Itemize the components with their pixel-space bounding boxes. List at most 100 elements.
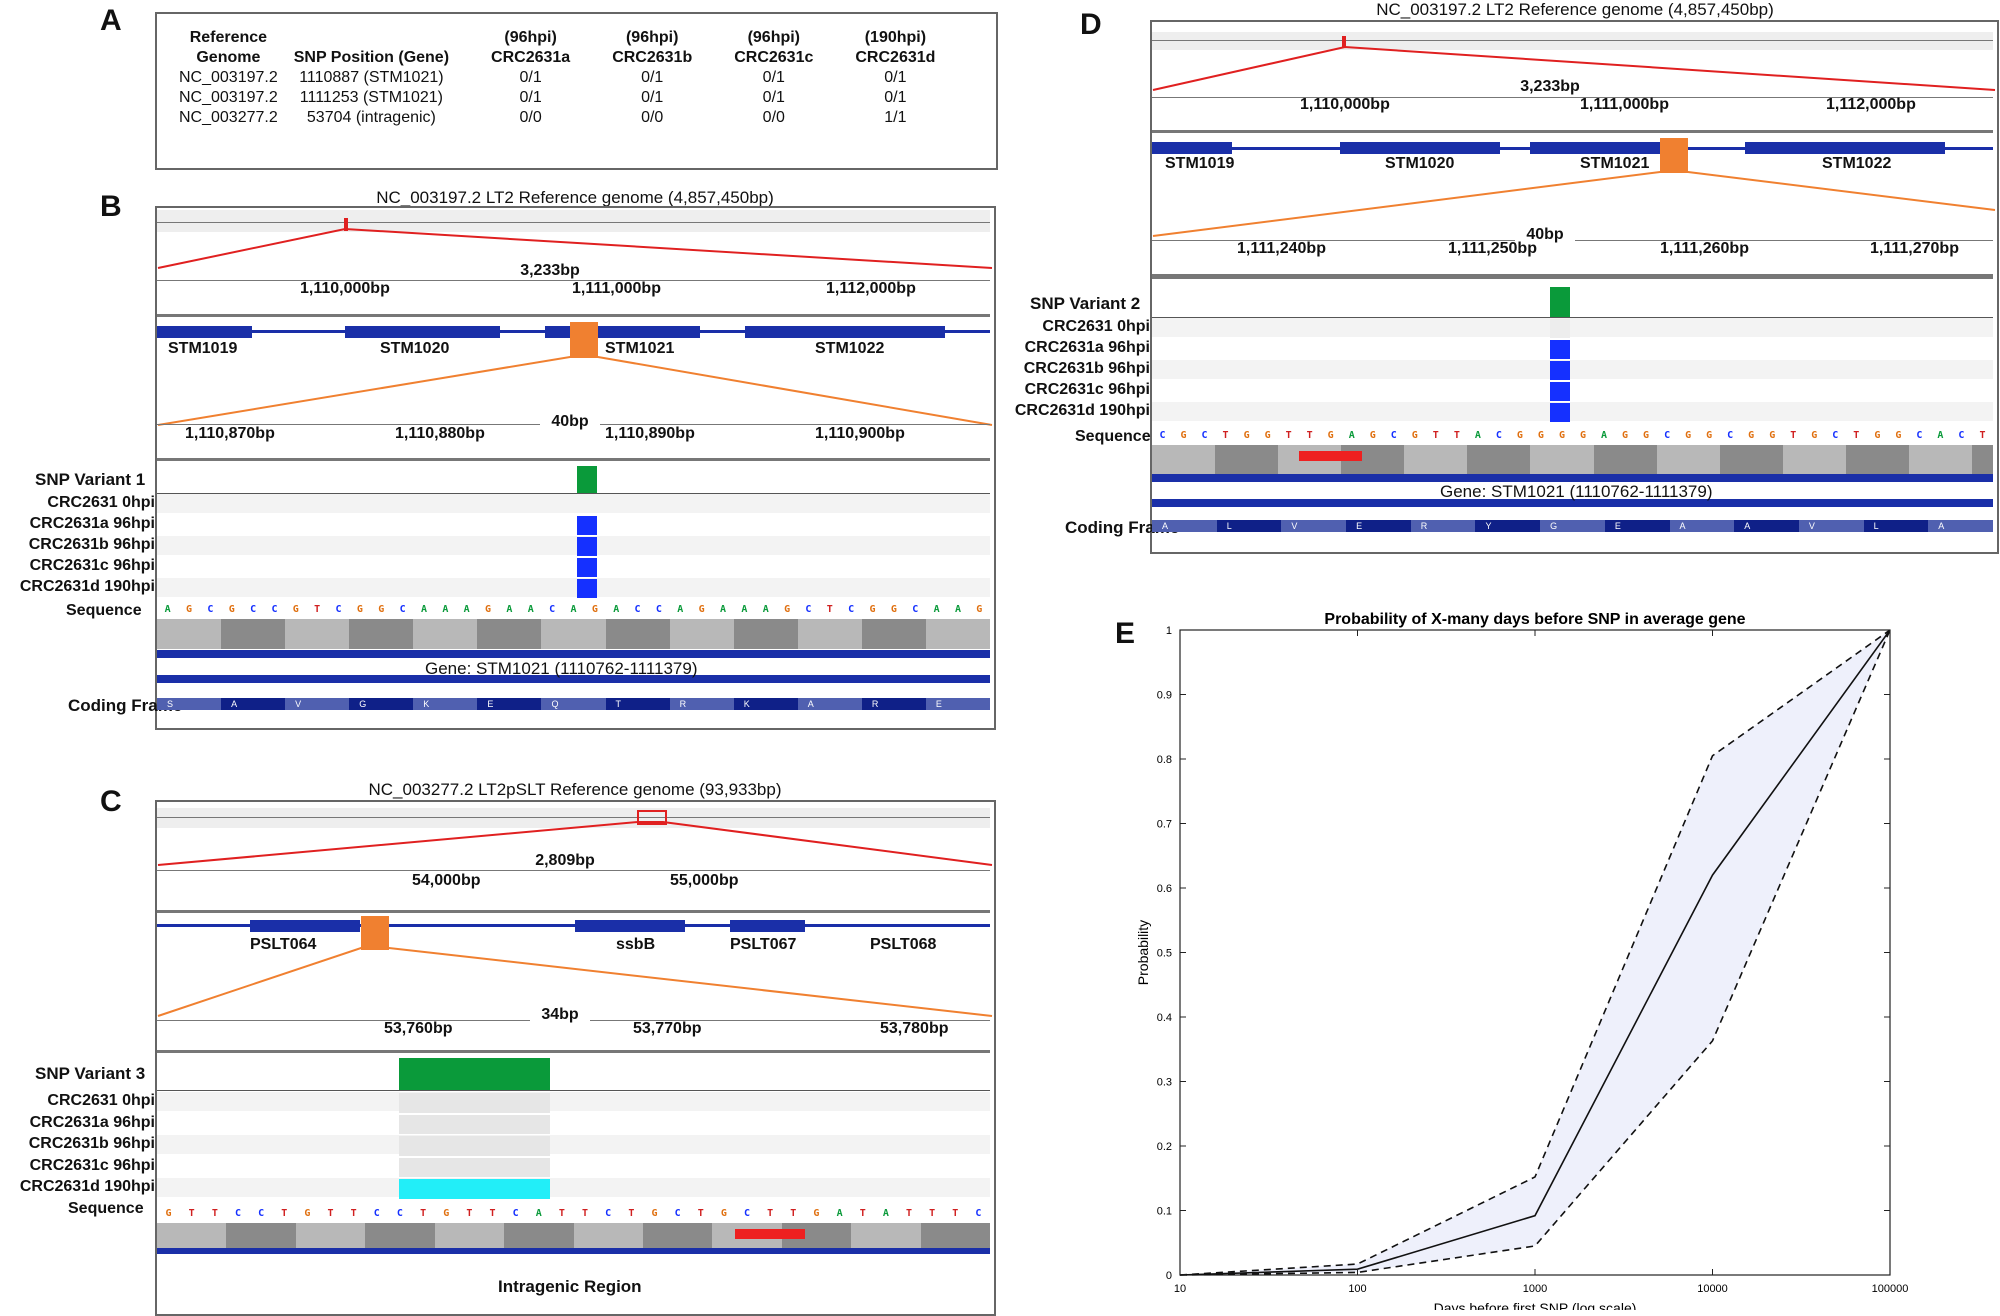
gene-block — [1530, 142, 1660, 154]
sequence-base: T — [1306, 430, 1313, 441]
sample-label: CRC2631a 96hpi — [29, 1113, 155, 1131]
translation-cell — [573, 1223, 598, 1253]
sequence-base: T — [1222, 430, 1229, 441]
sequence-label: Sequence — [66, 602, 142, 619]
tick-label: 1,110,900bp — [815, 425, 905, 442]
translation-cell — [666, 1223, 690, 1253]
translation-cell — [263, 619, 286, 649]
sequence-base: A — [741, 604, 748, 615]
x-tick-label: 1000 — [1523, 1283, 1547, 1295]
span-label-1: 3,233bp — [1500, 78, 1600, 96]
variant-track-line — [1152, 317, 1993, 318]
sequence-base: G — [378, 604, 385, 615]
x-axis-label: Days before first SNP (log scale) — [1434, 1300, 1637, 1310]
translation-cell — [712, 1223, 736, 1253]
translation-cell — [619, 1223, 644, 1253]
translation-cell — [904, 619, 927, 649]
table-cell: 0/1 — [641, 89, 664, 106]
stop-codon-mark — [1299, 451, 1363, 461]
sequence-base: C — [655, 604, 662, 615]
translation-cell — [776, 619, 799, 649]
sequence-base: G — [1769, 430, 1776, 441]
sample-label: CRC2631a 96hpi — [1024, 339, 1150, 356]
coding-frame-cell: L — [1216, 520, 1282, 532]
table-header-row-2: Genome SNP Position (Gene) CRC2631a CRC2… — [171, 48, 943, 68]
sample-label: CRC2631d 190hpi — [19, 1178, 155, 1195]
track-divider — [157, 314, 990, 317]
table-row: NC_003277.2 53704 (intragenic) 0/0 0/0 0… — [171, 108, 943, 128]
coding-frame-cell: V — [1281, 520, 1347, 532]
tick-label: 1,112,000bp — [826, 280, 916, 297]
gene-label: STM1021 — [605, 340, 675, 357]
span-label-2: 34bp — [530, 1006, 590, 1024]
translation-cell — [1782, 445, 1805, 475]
sequence-base: C — [250, 604, 257, 615]
panel-label-d: D — [1080, 8, 1102, 41]
sequence-base: G — [304, 1208, 311, 1219]
sample-label: CRC2631d 190hpi — [19, 578, 155, 595]
translation-cell — [797, 619, 820, 649]
sequence-base: C — [1159, 430, 1166, 441]
sample-call — [577, 579, 597, 598]
translation-cell — [596, 1223, 621, 1253]
translation-cell — [1383, 445, 1405, 475]
table-cell: 0/1 — [641, 69, 664, 86]
sequence-base: C — [674, 1208, 681, 1219]
translation-cell — [295, 1223, 320, 1253]
translation-cell — [1971, 445, 1994, 475]
sample-row — [1152, 402, 1993, 421]
gene-block — [575, 920, 685, 932]
translation-cell — [413, 619, 436, 649]
translation-cell — [365, 1223, 389, 1253]
probability-chart: 0 0.1 0.2 0.3 0.4 0.5 0.6 0.7 0.8 0.9 1 10 100 1000 10… — [1130, 610, 2000, 1316]
table-header — [286, 28, 457, 48]
translation-cell — [1803, 445, 1826, 475]
translation-cell — [327, 619, 350, 649]
span-label-1: 2,809bp — [520, 852, 610, 870]
tick-label: 1,111,250bp — [1448, 240, 1537, 257]
translation-cell — [562, 619, 585, 649]
translation-cell — [1194, 445, 1216, 475]
translation-cell — [626, 619, 649, 649]
translation-cell — [689, 1223, 713, 1253]
sequence-base: C — [805, 604, 812, 615]
sequence-base: G — [443, 1208, 450, 1219]
sequence-base: C — [258, 1208, 265, 1219]
coding-frame-label: Coding Frame — [1065, 518, 1180, 537]
snp-table: Reference (96hpi) (96hpi) (96hpi) (190hp… — [171, 28, 943, 128]
track-divider — [157, 1050, 990, 1053]
sequence-base: G — [485, 604, 492, 615]
sample-row — [157, 1092, 990, 1111]
gene-label: STM1022 — [815, 340, 885, 357]
gene-track — [157, 924, 990, 927]
gene-block — [157, 326, 252, 338]
coding-frame-cell: R — [669, 698, 735, 710]
sequence-base: A — [836, 1208, 843, 1219]
panel-label-a: A — [100, 4, 122, 37]
sequence-base: T — [1853, 430, 1860, 441]
gene-label: STM1020 — [380, 340, 450, 357]
gene-block — [1340, 142, 1500, 154]
ruler-line-1 — [157, 280, 990, 281]
confidence-band — [1180, 630, 1890, 1275]
translation-cell — [370, 619, 393, 649]
sequence-base: G — [1558, 430, 1565, 441]
sample-row — [1152, 318, 1993, 337]
y-axis-label: Probability — [1135, 920, 1151, 985]
translation-cell — [388, 1223, 412, 1253]
coding-frame-cell: S — [157, 698, 222, 710]
sample-call — [1550, 319, 1570, 338]
sample-label: CRC2631 0hpi — [47, 494, 155, 511]
tick-label: 1,111,000bp — [572, 280, 661, 297]
table-row: NC_003197.2 1111253 (STM1021) 0/1 0/1 0/… — [171, 88, 943, 108]
table-header: (96hpi) — [625, 29, 679, 46]
track-divider — [1152, 274, 1993, 279]
table-row: NC_003197.2 1110887 (STM1021) 0/1 0/1 0/… — [171, 68, 943, 88]
sequence-base: G — [1685, 430, 1692, 441]
sample-row — [157, 1135, 990, 1154]
translation-cell — [648, 619, 671, 649]
sequence-base: G — [1748, 430, 1755, 441]
sample-row — [157, 578, 990, 597]
sequence-base: C — [1832, 430, 1839, 441]
sequence-base: T — [314, 604, 321, 615]
